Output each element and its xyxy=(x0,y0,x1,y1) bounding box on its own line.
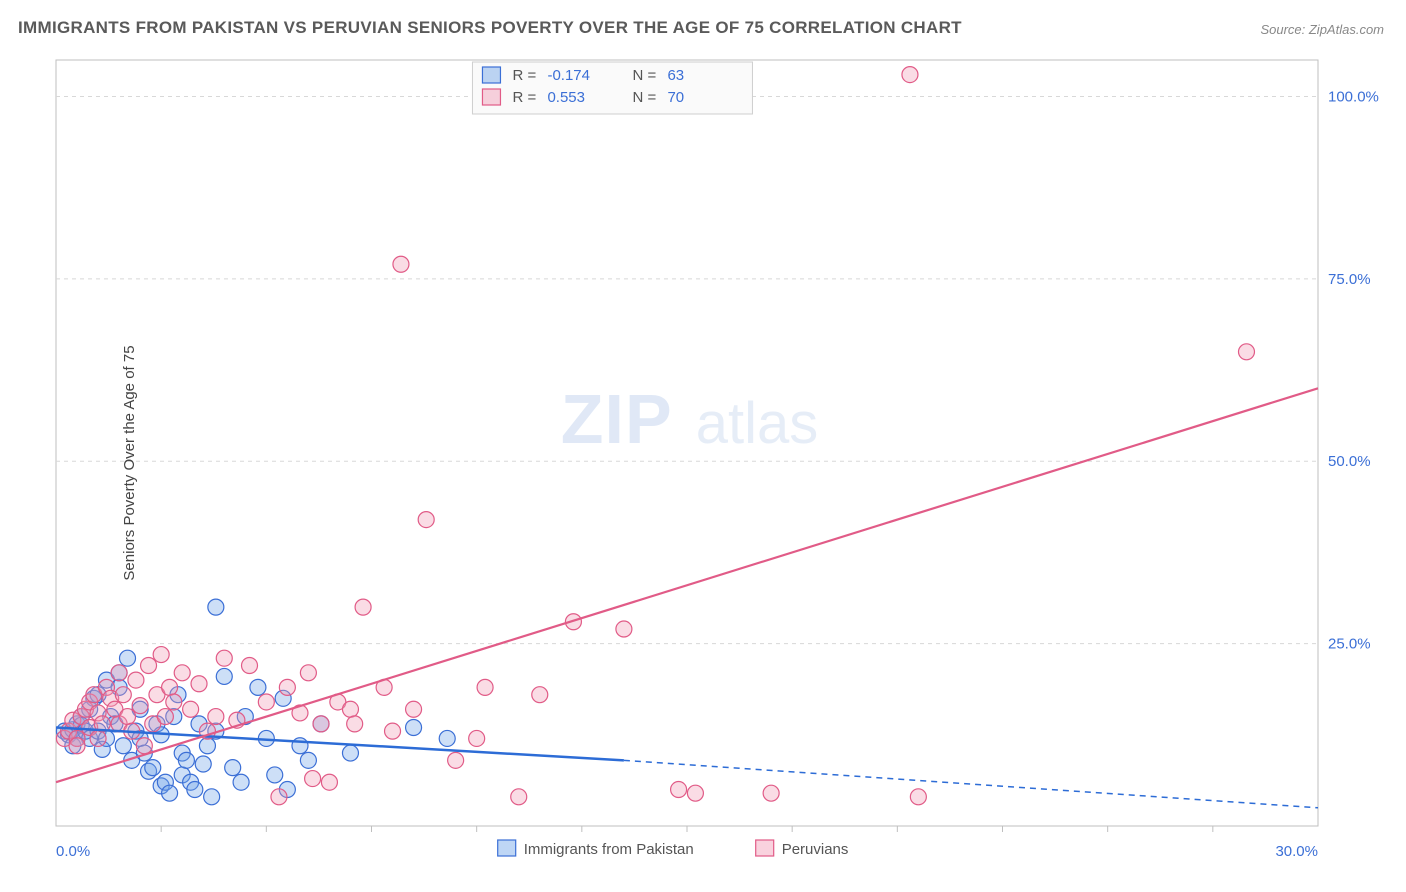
watermark: ZIP xyxy=(561,380,673,458)
data-point xyxy=(115,687,131,703)
data-point xyxy=(910,789,926,805)
data-point xyxy=(183,701,199,717)
legend-r-value: 0.553 xyxy=(547,89,585,106)
data-point xyxy=(448,752,464,768)
data-point xyxy=(136,738,152,754)
legend-r-label: R = xyxy=(512,67,536,84)
data-point xyxy=(439,730,455,746)
legend-swatch xyxy=(482,67,500,83)
x-tick-label: 30.0% xyxy=(1275,843,1318,860)
data-point xyxy=(242,658,258,674)
legend-r-label: R = xyxy=(512,89,536,106)
y-tick-label: 75.0% xyxy=(1328,271,1371,288)
data-point xyxy=(178,752,194,768)
data-point xyxy=(216,668,232,684)
scatter-chart: 25.0% 50.0% 75.0% 100.0% 0.0% 30.0% ZIP atlas R … xyxy=(18,52,1388,874)
data-point xyxy=(199,738,215,754)
y-axis-label: Seniors Poverty Over the Age of 75 xyxy=(121,345,138,580)
data-point xyxy=(90,730,106,746)
data-point xyxy=(145,760,161,776)
data-point xyxy=(511,789,527,805)
data-point xyxy=(406,720,422,736)
data-point xyxy=(250,679,266,695)
legend-swatch xyxy=(498,840,516,856)
data-point xyxy=(128,672,144,688)
chart-container: Seniors Poverty Over the Age of 75 25.0%… xyxy=(18,52,1388,874)
y-tick-label: 25.0% xyxy=(1328,636,1371,653)
data-point xyxy=(111,665,127,681)
data-point xyxy=(233,774,249,790)
data-point xyxy=(300,665,316,681)
data-point xyxy=(153,647,169,663)
x-tick-label: 0.0% xyxy=(56,843,90,860)
source-attribution: Source: ZipAtlas.com xyxy=(1260,22,1384,37)
data-point xyxy=(271,789,287,805)
data-point xyxy=(469,730,485,746)
data-point xyxy=(157,709,173,725)
data-point xyxy=(166,694,182,710)
data-point xyxy=(342,745,358,761)
data-point xyxy=(321,774,337,790)
data-point xyxy=(187,782,203,798)
data-point xyxy=(225,760,241,776)
data-point xyxy=(532,687,548,703)
data-point xyxy=(418,512,434,528)
legend-n-value: 63 xyxy=(667,67,684,84)
data-point xyxy=(120,709,136,725)
data-point xyxy=(385,723,401,739)
legend-swatch xyxy=(756,840,774,856)
data-point xyxy=(616,621,632,637)
data-point xyxy=(347,716,363,732)
data-point xyxy=(208,599,224,615)
data-point xyxy=(141,658,157,674)
data-point xyxy=(132,698,148,714)
data-point xyxy=(204,789,220,805)
data-point xyxy=(258,694,274,710)
legend-r-value: -0.174 xyxy=(547,67,590,84)
data-point xyxy=(300,752,316,768)
data-point xyxy=(313,716,329,732)
data-point xyxy=(162,679,178,695)
data-point xyxy=(406,701,422,717)
legend-series-label: Immigrants from Pakistan xyxy=(524,841,694,858)
data-point xyxy=(477,679,493,695)
y-tick-label: 100.0% xyxy=(1328,88,1379,105)
data-point xyxy=(1238,344,1254,360)
data-point xyxy=(115,738,131,754)
data-point xyxy=(174,665,190,681)
data-point xyxy=(191,676,207,692)
data-point xyxy=(267,767,283,783)
legend-series-label: Peruvians xyxy=(782,841,849,858)
watermark: atlas xyxy=(696,391,819,456)
legend-swatch xyxy=(482,89,500,105)
data-point xyxy=(69,738,85,754)
data-point xyxy=(393,256,409,272)
chart-title: IMMIGRANTS FROM PAKISTAN VS PERUVIAN SEN… xyxy=(18,18,962,38)
data-point xyxy=(355,599,371,615)
data-point xyxy=(208,709,224,725)
y-tick-label: 50.0% xyxy=(1328,453,1371,470)
data-point xyxy=(342,701,358,717)
data-point xyxy=(162,785,178,801)
data-point xyxy=(305,771,321,787)
legend-n-value: 70 xyxy=(667,89,684,106)
data-point xyxy=(902,67,918,83)
data-point xyxy=(120,650,136,666)
legend-n-label: N = xyxy=(632,67,656,84)
data-point xyxy=(671,782,687,798)
legend-n-label: N = xyxy=(632,89,656,106)
data-point xyxy=(216,650,232,666)
data-point xyxy=(763,785,779,801)
data-point xyxy=(687,785,703,801)
data-point xyxy=(195,756,211,772)
data-point xyxy=(279,679,295,695)
